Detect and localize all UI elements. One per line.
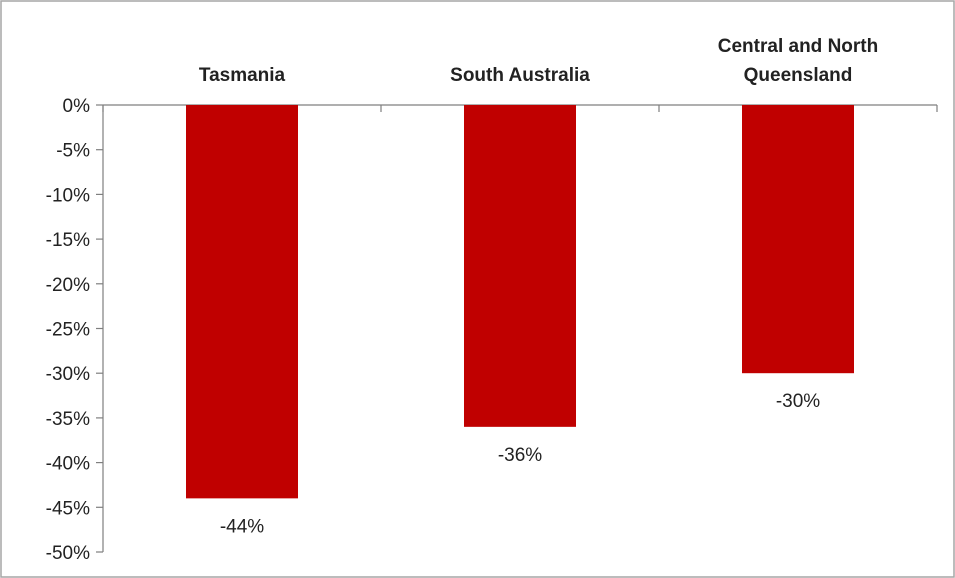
data-labels: -44% -36% -30% [220, 391, 820, 537]
y-tick-label: -40% [46, 454, 90, 475]
y-tick-label: -50% [46, 543, 90, 564]
data-label: -36% [498, 445, 542, 466]
y-tick-label: 0% [63, 96, 91, 117]
y-tick-label: -10% [46, 185, 90, 206]
category-label: Tasmania [199, 65, 286, 86]
category-label: Queensland [744, 65, 853, 86]
y-tick-label: -20% [46, 275, 90, 296]
y-tick-label: -45% [46, 498, 90, 519]
category-labels: Tasmania South Australia Central and North… [199, 36, 878, 86]
category-label: South Australia [450, 65, 590, 86]
data-label: -44% [220, 516, 264, 537]
y-axis: 0% -5% -10% -15% -20% -25% -30% -35% -40% -45% -50… [46, 96, 104, 564]
bar [464, 105, 576, 427]
bar [186, 105, 298, 499]
y-tick-label: -30% [46, 364, 90, 385]
y-tick-label: -5% [56, 141, 90, 162]
bar [742, 105, 854, 374]
category-label: Central and North [718, 36, 878, 57]
y-tick-label: -25% [46, 320, 90, 341]
y-tick-label: -15% [46, 230, 90, 251]
y-tick-label: -35% [46, 409, 90, 430]
data-label: -30% [776, 391, 820, 412]
bars [186, 105, 854, 499]
